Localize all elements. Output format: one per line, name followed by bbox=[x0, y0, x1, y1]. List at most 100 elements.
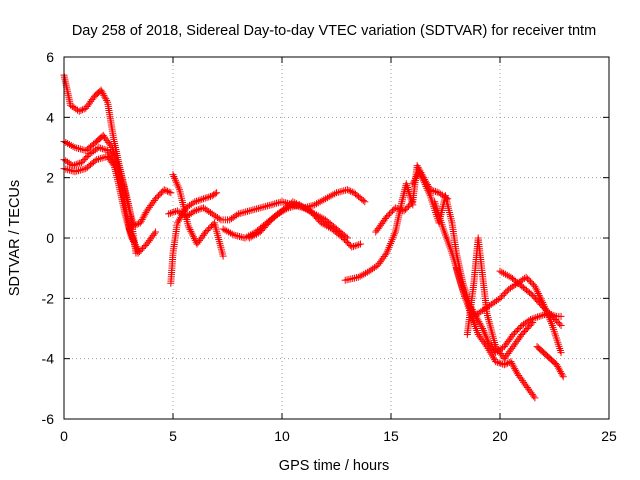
data-point bbox=[557, 312, 565, 320]
data-point bbox=[278, 198, 286, 206]
data-point bbox=[329, 191, 337, 199]
data-point bbox=[247, 206, 255, 214]
data-point bbox=[334, 188, 342, 196]
x-tick-label: 15 bbox=[383, 428, 399, 444]
data-point bbox=[77, 159, 85, 167]
data-point bbox=[314, 199, 322, 207]
data-point bbox=[387, 208, 395, 216]
data-point bbox=[511, 329, 519, 337]
data-point bbox=[239, 233, 247, 241]
data-point bbox=[225, 228, 233, 236]
data-point bbox=[76, 166, 84, 174]
data-point bbox=[393, 204, 401, 212]
chart-title: Day 258 of 2018, Sidereal Day-to-day VTE… bbox=[72, 23, 596, 39]
data-point bbox=[530, 314, 538, 322]
data-point bbox=[133, 220, 141, 228]
x-axis-label: GPS time / hours bbox=[279, 458, 389, 474]
data-point bbox=[333, 189, 340, 197]
data-point bbox=[247, 233, 255, 241]
data-point bbox=[528, 279, 536, 287]
data-point bbox=[72, 160, 80, 168]
data-point bbox=[79, 106, 87, 114]
data-point bbox=[76, 145, 84, 153]
data-point bbox=[186, 226, 194, 234]
x-tick-label: 20 bbox=[492, 428, 508, 444]
data-point bbox=[194, 206, 202, 214]
data-point bbox=[522, 273, 530, 281]
data-point bbox=[342, 233, 350, 241]
data-point bbox=[73, 167, 81, 175]
data-point bbox=[70, 161, 78, 169]
data-point bbox=[238, 209, 246, 217]
data-point bbox=[208, 222, 216, 230]
data-point bbox=[189, 233, 197, 241]
data-point bbox=[298, 203, 306, 211]
y-tick-label: 2 bbox=[46, 170, 54, 186]
data-point bbox=[62, 165, 70, 173]
data-point bbox=[188, 229, 196, 237]
data-point bbox=[75, 167, 83, 175]
data-point bbox=[512, 328, 520, 336]
data-point bbox=[311, 201, 319, 209]
data-point bbox=[557, 349, 565, 357]
data-point bbox=[548, 312, 556, 320]
data-point bbox=[325, 193, 333, 201]
data-point bbox=[541, 305, 549, 313]
data-point bbox=[96, 155, 104, 163]
data-point bbox=[194, 197, 202, 205]
series-6 bbox=[169, 171, 227, 260]
data-point bbox=[492, 358, 500, 366]
data-point bbox=[226, 229, 234, 237]
data-point bbox=[311, 210, 319, 218]
data-point bbox=[265, 201, 273, 209]
data-point bbox=[78, 166, 86, 174]
data-point bbox=[307, 208, 315, 216]
data-point bbox=[343, 186, 351, 194]
data-point bbox=[79, 157, 87, 165]
data-point bbox=[391, 204, 399, 212]
data-point bbox=[402, 205, 410, 213]
data-point bbox=[398, 206, 406, 214]
data-point bbox=[322, 195, 330, 203]
data-point bbox=[267, 201, 275, 209]
data-point bbox=[359, 197, 367, 205]
data-point bbox=[82, 154, 90, 162]
data-point bbox=[191, 198, 199, 206]
series-5 bbox=[167, 189, 221, 287]
data-point bbox=[249, 232, 257, 240]
data-point bbox=[251, 231, 259, 239]
data-point bbox=[535, 291, 543, 299]
data-point bbox=[291, 199, 299, 207]
data-point bbox=[547, 311, 555, 319]
data-point bbox=[230, 231, 238, 239]
data-point bbox=[321, 221, 329, 229]
data-point bbox=[258, 203, 266, 211]
data-point bbox=[302, 205, 310, 213]
data-point bbox=[543, 306, 551, 314]
series-3 bbox=[60, 153, 142, 254]
data-point bbox=[193, 197, 201, 205]
data-point bbox=[274, 199, 282, 207]
data-point bbox=[74, 160, 82, 168]
data-point bbox=[539, 311, 547, 319]
data-point bbox=[80, 165, 88, 173]
data-point bbox=[309, 209, 317, 217]
data-point bbox=[532, 284, 540, 292]
data-point bbox=[350, 242, 358, 250]
data-point bbox=[501, 270, 509, 278]
data-point bbox=[513, 326, 521, 334]
y-tick-label: -6 bbox=[42, 411, 55, 427]
data-point bbox=[343, 234, 351, 242]
data-points bbox=[60, 71, 567, 402]
data-point bbox=[107, 142, 115, 150]
data-point bbox=[463, 298, 471, 306]
data-point bbox=[495, 359, 503, 367]
data-point bbox=[482, 341, 490, 349]
data-point bbox=[156, 190, 164, 198]
data-point bbox=[353, 241, 361, 249]
data-point bbox=[464, 300, 472, 308]
data-point bbox=[493, 358, 501, 366]
data-point bbox=[100, 154, 108, 162]
data-point bbox=[240, 208, 248, 216]
